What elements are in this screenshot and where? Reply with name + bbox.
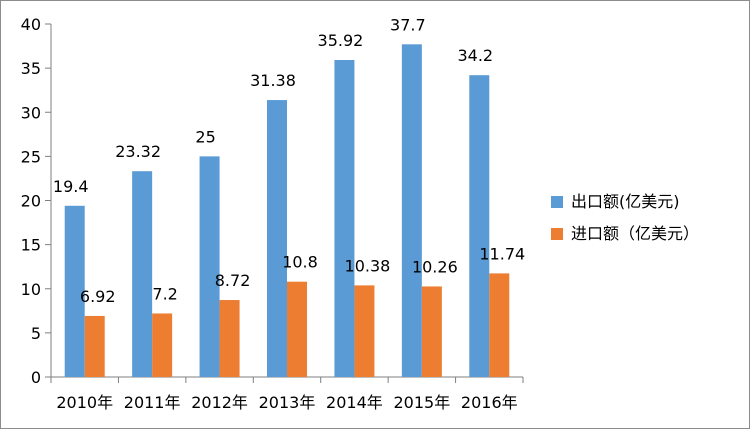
x-tick-label: 2010年 <box>56 393 113 412</box>
import-bar <box>354 285 375 377</box>
export-bar <box>334 60 355 377</box>
import-data-label: 10.38 <box>345 256 391 275</box>
x-tick-label: 2015年 <box>393 393 450 412</box>
export-bar <box>199 156 220 377</box>
y-tick-label: 30 <box>21 103 41 122</box>
export-data-label: 19.4 <box>53 177 89 196</box>
export-data-label: 37.7 <box>390 15 426 34</box>
legend-label-import: 进口额（亿美元） <box>571 224 699 243</box>
y-tick-label: 25 <box>21 147 41 166</box>
legend-swatch-export <box>551 196 563 208</box>
x-tick-label: 2012年 <box>191 393 248 412</box>
y-tick-label: 40 <box>21 15 41 34</box>
import-bar <box>219 300 240 377</box>
y-tick-label: 5 <box>31 324 41 343</box>
import-data-label: 6.92 <box>80 287 116 306</box>
import-bar <box>152 313 173 377</box>
x-axis: 2010年 2011年 2012年 2013年 2014年 2015年 2016年 <box>50 376 524 412</box>
import-bar <box>489 273 510 377</box>
export-bar <box>64 205 85 377</box>
export-data-label: 35.92 <box>318 31 364 50</box>
import-bar <box>287 281 307 377</box>
import-data-label: 7.2 <box>152 284 177 303</box>
import-bar <box>84 315 105 377</box>
export-bar <box>267 100 287 377</box>
y-tick-label: 35 <box>21 59 41 78</box>
x-tick-label: 2013年 <box>259 393 316 412</box>
legend: 出口额(亿美元) 进口额（亿美元） <box>551 192 699 243</box>
import-data-label: 8.72 <box>215 271 251 290</box>
export-data-label: 31.38 <box>250 71 296 90</box>
export-bar <box>132 171 153 377</box>
y-axis: 0 5 10 15 20 25 30 35 40 <box>21 15 52 387</box>
data-labels: 19.4 6.92 23.32 7.2 25 8.72 31.38 10.8 35.92 10.3… <box>53 15 525 306</box>
x-tick-label: 2011年 <box>124 393 181 412</box>
import-bar <box>421 286 442 377</box>
y-tick-label: 10 <box>21 280 41 299</box>
x-tick-label: 2016年 <box>461 393 518 412</box>
export-bar <box>469 75 490 377</box>
export-bar <box>401 44 422 378</box>
y-tick-label: 15 <box>21 236 41 255</box>
legend-swatch-import <box>551 228 563 240</box>
export-data-label: 23.32 <box>115 142 161 161</box>
import-data-label: 11.74 <box>479 244 525 263</box>
import-data-label: 10.8 <box>282 253 318 272</box>
x-tick-label: 2014年 <box>326 393 383 412</box>
export-data-label: 25 <box>195 127 215 146</box>
y-tick-label: 0 <box>31 368 41 387</box>
bars <box>64 44 510 378</box>
import-data-label: 10.26 <box>412 257 458 276</box>
y-tick-label: 20 <box>21 192 41 211</box>
legend-label-export: 出口额(亿美元) <box>571 192 680 211</box>
export-data-label: 34.2 <box>457 46 493 65</box>
